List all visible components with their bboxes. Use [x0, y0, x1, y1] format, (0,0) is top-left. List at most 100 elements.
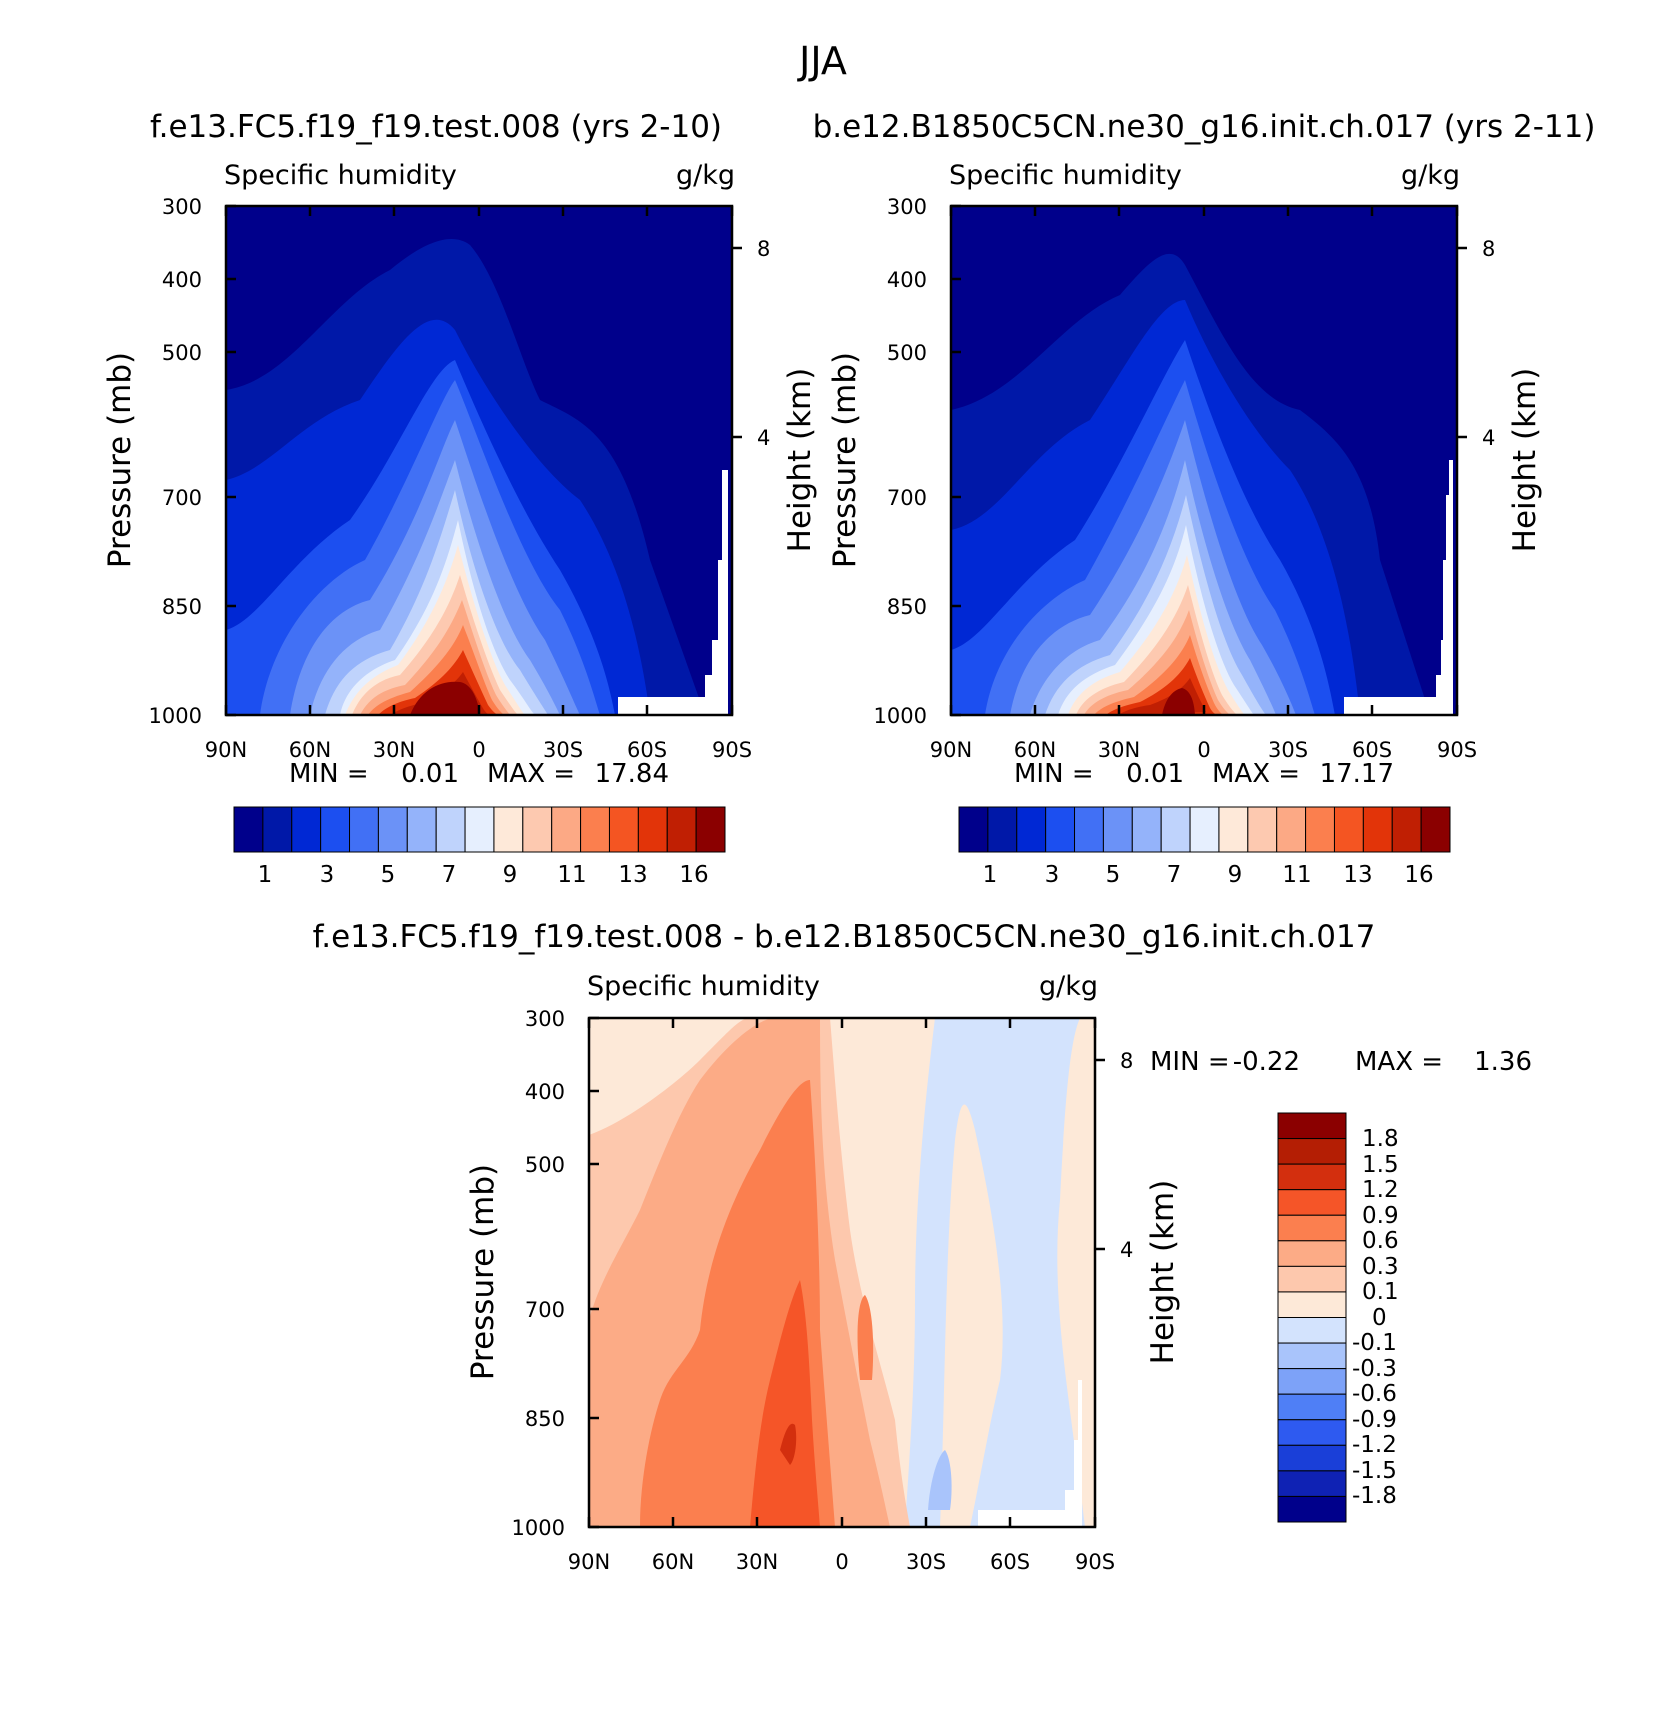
colorbar-cell	[637, 806, 668, 853]
colorbar-label: -1.2	[1352, 1432, 1397, 1458]
colorbar-cell	[1333, 806, 1364, 853]
colorbar-cell	[406, 806, 437, 853]
colorbar-cell	[1277, 1112, 1347, 1140]
x-tick-label: 30S	[543, 738, 583, 762]
panel-3-case-title: f.e13.FC5.f19_f19.test.008 - b.e12.B1850…	[313, 919, 1376, 955]
colorbar-cell	[1045, 806, 1076, 853]
panel-2-axes	[949, 204, 1467, 717]
figure-title: JJA	[797, 39, 847, 83]
y-tick-label: 700	[162, 486, 202, 510]
panel-3-y2-tick-labels: 8 4	[1120, 1049, 1133, 1262]
max-value: 17.84	[595, 759, 669, 789]
y-tick-label: 500	[525, 1153, 565, 1177]
colorbar-cells	[233, 806, 726, 853]
panel-2-x-tick-labels: 90N 60N 30N 0 30S 60S 90S	[930, 738, 1477, 762]
colorbar-cell	[1277, 1368, 1347, 1395]
colorbar-label: 9	[503, 862, 518, 888]
colorbar-label: 5	[1106, 862, 1121, 888]
panel-1-contour-field	[226, 206, 732, 715]
colorbar-cell	[1305, 806, 1335, 853]
y-tick-label: 300	[525, 1007, 565, 1031]
x-tick-label: 60S	[1352, 738, 1392, 762]
fill-band-neg-0.1	[905, 1018, 1085, 1527]
max-label: MAX =	[487, 759, 575, 789]
panel-2-colorbar: 1 3 5 7 9 11 13 16	[958, 806, 1451, 888]
panel-2-ylabel: Pressure (mb)	[827, 352, 863, 568]
colorbar-cells	[1277, 1112, 1347, 1523]
colorbar-cell	[695, 806, 726, 853]
y-tick-label: 400	[887, 268, 927, 292]
y2-tick-label: 4	[1120, 1238, 1133, 1262]
y2-tick-label: 8	[757, 237, 770, 261]
fill-band-1.2	[780, 1423, 797, 1465]
colorbar-cell	[1277, 1393, 1347, 1421]
panel-2-y2-tick-labels: 8 4	[1482, 237, 1495, 450]
colorbar-cell	[1277, 1214, 1347, 1242]
panel-2-contour-field	[951, 206, 1457, 715]
panel-1-x-tick-labels: 90N 60N 30N 0 30S 60S 90S	[205, 738, 752, 762]
colorbar-label: 13	[1343, 862, 1372, 888]
colorbar-cell	[1277, 1317, 1347, 1344]
y-tick-label: 300	[887, 195, 927, 219]
x-tick-label: 60N	[289, 738, 331, 762]
colorbar-label: -0.9	[1352, 1407, 1397, 1433]
panel-1-case-title: f.e13.FC5.f19_f19.test.008 (yrs 2-10)	[150, 109, 722, 145]
panel-3-y2label: Height (km)	[1145, 1180, 1181, 1365]
colorbar-cell	[1277, 1342, 1347, 1370]
colorbar-label: 7	[442, 862, 457, 888]
colorbar-label: 16	[1404, 862, 1433, 888]
colorbar-cell	[1276, 806, 1307, 853]
colorbar-cell	[1277, 1163, 1347, 1191]
x-tick-label: 60N	[1014, 738, 1056, 762]
y-tick-label: 400	[525, 1080, 565, 1104]
x-tick-label: 90S	[712, 738, 752, 762]
panel-3-units-label: g/kg	[1039, 971, 1098, 1002]
x-tick-label: 30N	[1098, 738, 1140, 762]
x-tick-label: 60S	[990, 1550, 1030, 1574]
y-tick-label: 500	[887, 341, 927, 365]
colorbar-cell	[1189, 806, 1220, 853]
panel-3-y-tick-labels: 300 400 500 700 850 1000	[512, 1007, 565, 1540]
colorbar-cell	[1277, 1470, 1347, 1497]
colorbar-cell	[1277, 1265, 1347, 1293]
panel-1-colorbar: 1 3 5 7 9 11 13 16	[233, 806, 726, 888]
panel-1-y2-tick-labels: 8 4	[757, 237, 770, 450]
missing-terrain	[1344, 460, 1453, 715]
colorbar-label: -0.3	[1352, 1356, 1397, 1382]
panel-1-y-tick-labels: 300 400 500 700 850 1000	[149, 195, 202, 728]
min-value: 0.01	[401, 759, 459, 789]
panel-1-axes	[224, 204, 742, 717]
missing-terrain	[618, 470, 728, 715]
colorbar-label: 0.6	[1362, 1228, 1399, 1254]
colorbar-label: 9	[1228, 862, 1243, 888]
colorbar-cell	[1074, 806, 1104, 853]
y-tick-label: 850	[887, 595, 927, 619]
colorbar-label: 0.3	[1362, 1254, 1399, 1280]
colorbar-cell	[377, 806, 408, 853]
colorbar-label: -0.1	[1352, 1330, 1397, 1356]
y-tick-label: 1000	[512, 1516, 565, 1540]
panel-3-minmax: MIN = -0.22 MAX = 1.36	[1150, 1047, 1532, 1077]
min-label: MIN =	[1014, 759, 1094, 789]
colorbar-cell	[1277, 1138, 1347, 1165]
x-tick-label: 90N	[205, 738, 247, 762]
colorbar-labels: 1 3 5 7 9 11 13 16	[983, 862, 1434, 888]
colorbar-cell	[1277, 1495, 1347, 1523]
y2-tick-label: 8	[1482, 237, 1495, 261]
colorbar-cell	[522, 806, 553, 853]
panel-3-variable-label: Specific humidity	[587, 971, 820, 1002]
x-tick-label: 30N	[736, 1550, 778, 1574]
x-tick-label: 30S	[1268, 738, 1308, 762]
panel-2-y2label: Height (km)	[1507, 368, 1543, 553]
colorbar-labels: 1.8 1.5 1.2 0.9 0.6 0.3 0.1 0 -0.1 -0.3 …	[1352, 1126, 1399, 1509]
colorbar-cell	[1247, 806, 1278, 853]
colorbar-cell	[349, 806, 379, 853]
y-tick-label: 700	[525, 1298, 565, 1322]
fill-band-0.6	[857, 1295, 874, 1380]
colorbar-cell	[551, 806, 582, 853]
colorbar-cell	[1362, 806, 1393, 853]
colorbar-cells	[958, 806, 1451, 853]
y-tick-label: 850	[162, 595, 202, 619]
fill-band-0.9	[750, 1280, 820, 1527]
colorbar-cell	[291, 806, 322, 853]
